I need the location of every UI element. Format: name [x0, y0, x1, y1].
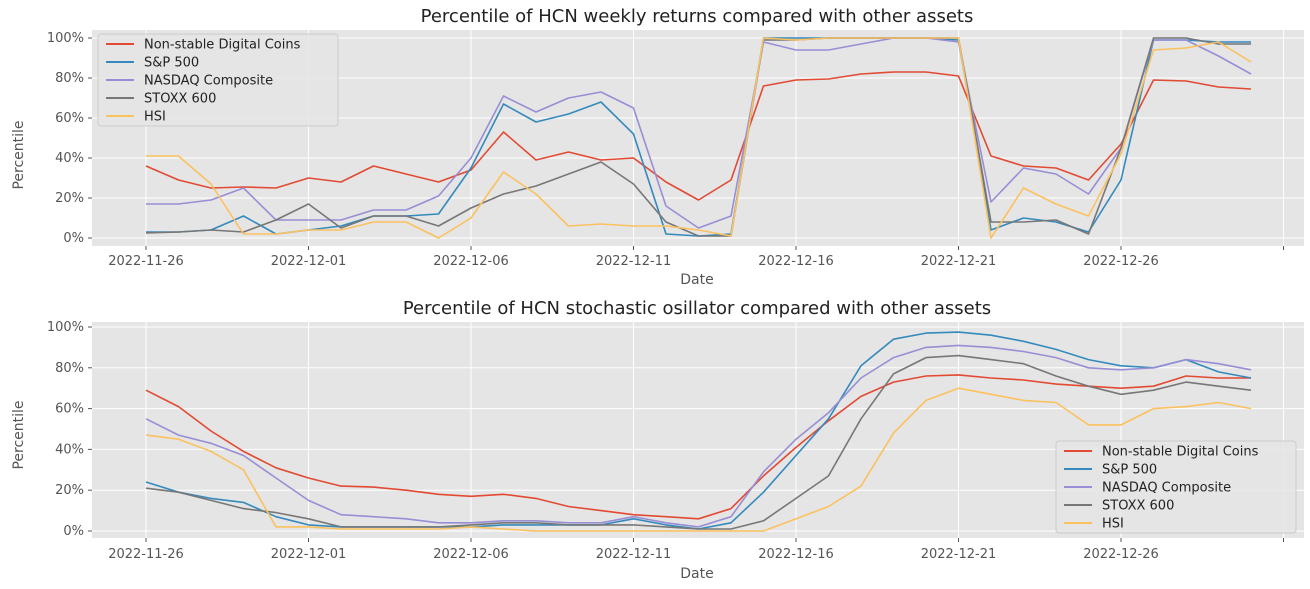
stochastic-oscillator-legend-label-non-stable-digital-coins: Non-stable Digital Coins [1102, 445, 1259, 460]
stochastic-oscillator-series-hsi [145, 387, 1252, 532]
stochastic-oscillator-y-tick-label: 80% [55, 361, 84, 376]
weekly-returns-series [145, 37, 1252, 239]
weekly-returns-x-tick-label: 2022-12-06 [433, 254, 509, 269]
weekly-returns-y-tick-label: 80% [55, 71, 84, 86]
weekly-returns-chart: Percentile of HCN weekly returns compare… [11, 6, 1304, 288]
stochastic-oscillator-x-tick-label: 2022-11-26 [108, 547, 184, 562]
weekly-returns-series-stoxx-600 [145, 37, 1251, 237]
stochastic-oscillator-legend-label-stoxx-600: STOXX 600 [1102, 499, 1174, 514]
stochastic-oscillator-series-non-stable-digital-coins [145, 374, 1251, 520]
stochastic-oscillator-chart: Percentile of HCN stochastic osillator c… [11, 298, 1304, 582]
stochastic-oscillator-series-stoxx-600 [145, 354, 1252, 530]
stochastic-oscillator-legend-label-nasdaq-composite: NASDAQ Composite [1102, 481, 1231, 496]
weekly-returns-y-tick-label: 100% [47, 31, 84, 46]
weekly-returns-x-tick-label: 2022-12-16 [758, 254, 834, 269]
stochastic-oscillator-x-tick-label: 2022-12-06 [433, 547, 509, 562]
stochastic-oscillator-x-tick-label: 2022-12-26 [1083, 547, 1159, 562]
stochastic-oscillator-y-tick-label: 100% [47, 320, 84, 335]
stochastic-oscillator-series [145, 331, 1252, 532]
weekly-returns-x-tick-label: 2022-11-26 [108, 254, 184, 269]
weekly-returns-legend-box [97, 33, 339, 127]
weekly-returns-legend-label-stoxx-600: STOXX 600 [144, 92, 216, 107]
stochastic-oscillator-legend: Non-stable Digital Coins S&P 500 NASDAQ Co… [1055, 440, 1297, 534]
weekly-returns-y-tick-label: 20% [55, 191, 84, 206]
weekly-returns-legend-label-nasdaq-composite: NASDAQ Composite [144, 74, 273, 89]
stochastic-oscillator-series-nasdaq-composite [145, 344, 1252, 528]
weekly-returns-series-non-stable-digital-coins [145, 71, 1252, 201]
stochastic-oscillator-x-tick-label: 2022-12-01 [271, 547, 347, 562]
stochastic-oscillator-y-tick-label: 60% [55, 402, 84, 417]
weekly-returns-x-tick-label: 2022-12-01 [271, 254, 347, 269]
stochastic-oscillator-legend-label-hsi: HSI [1102, 517, 1124, 532]
stochastic-oscillator-y-tick-label: 40% [55, 442, 84, 457]
stochastic-oscillator-legend-label-s-p-500: S&P 500 [1102, 463, 1157, 478]
stochastic-oscillator-x-tick-label: 2022-12-21 [921, 547, 997, 562]
weekly-returns-x-axis-label: Date [680, 272, 713, 288]
weekly-returns-x-tick-label: 2022-12-11 [596, 254, 672, 269]
weekly-returns-legend-label-s-p-500: S&P 500 [144, 56, 199, 71]
weekly-returns-series-hsi [146, 37, 1252, 239]
weekly-returns-chart-title: Percentile of HCN weekly returns compare… [421, 6, 974, 27]
stochastic-oscillator-x-tick-label: 2022-12-16 [758, 547, 834, 562]
weekly-returns-y-tick-label: 0% [63, 231, 84, 246]
stochastic-oscillator-y-tick-label: 0% [63, 524, 84, 539]
stochastic-oscillator-ticks: 0% 20% 40% 60% 80% 100% 2022-11-26 2022-12-01 20… [47, 320, 1284, 562]
weekly-returns-legend: Non-stable Digital Coins S&P 500 NASDAQ Co… [97, 33, 339, 127]
stochastic-oscillator-legend-box [1055, 440, 1297, 534]
weekly-returns-y-tick-label: 60% [55, 111, 84, 126]
stochastic-oscillator-y-tick-label: 20% [55, 483, 84, 498]
stochastic-oscillator-y-axis-label: Percentile [11, 400, 27, 469]
weekly-returns-x-tick-label: 2022-12-21 [921, 254, 997, 269]
weekly-returns-legend-label-hsi: HSI [144, 110, 166, 125]
weekly-returns-y-axis-label: Percentile [11, 120, 27, 189]
stochastic-oscillator-x-axis-label: Date [680, 566, 713, 582]
weekly-returns-legend-label-non-stable-digital-coins: Non-stable Digital Coins [144, 38, 301, 53]
weekly-returns-x-tick-label: 2022-12-26 [1083, 254, 1159, 269]
stochastic-oscillator-chart-title: Percentile of HCN stochastic osillator c… [403, 298, 991, 319]
stochastic-oscillator-x-tick-label: 2022-12-11 [596, 547, 672, 562]
weekly-returns-ticks: 0% 20% 40% 60% 80% 100% 2022-11-26 2022-12-01 20… [47, 31, 1284, 269]
stochastic-oscillator-gridlines [92, 322, 1304, 538]
weekly-returns-y-tick-label: 40% [55, 151, 84, 166]
